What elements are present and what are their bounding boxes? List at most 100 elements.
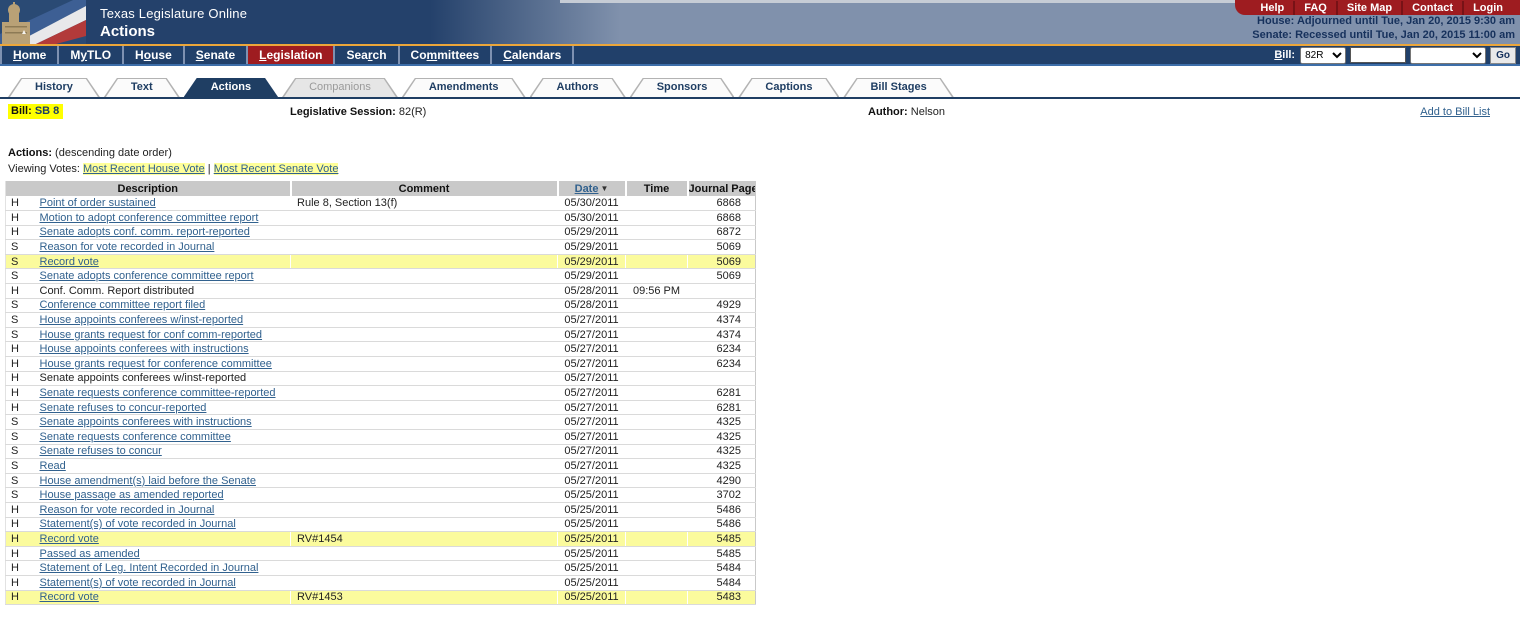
chamber-cell: H — [5, 546, 36, 562]
description-cell: Record vote — [35, 531, 291, 547]
description-cell: Senate requests conference committee — [35, 429, 291, 445]
time-cell — [625, 312, 688, 328]
journal-page-cell: 5069 — [687, 268, 756, 285]
action-description-link[interactable]: Senate refuses to concur-reported — [39, 401, 207, 414]
journal-page-cell: 6872 — [687, 225, 756, 241]
chamber-cell: H — [5, 371, 36, 387]
action-description-link[interactable]: House appoints conferees w/inst-reported — [39, 314, 244, 327]
action-description-link[interactable]: Motion to adopt conference committee rep… — [39, 211, 259, 224]
action-description-link[interactable]: House appoints conferees with instructio… — [39, 343, 249, 356]
column-header-time: Time — [624, 181, 688, 196]
tab-amendments[interactable]: Amendments — [402, 78, 526, 97]
action-description-link[interactable]: Record vote — [39, 591, 99, 604]
tab-authors[interactable]: Authors — [530, 78, 626, 97]
description-cell: Senate adopts conference committee repor… — [35, 268, 291, 285]
quicklink-login[interactable]: Login — [1462, 0, 1512, 15]
journal-page-cell: 6868 — [687, 196, 756, 212]
date-sort-link[interactable]: Date — [574, 182, 599, 195]
action-description-link[interactable]: Senate requests conference committee-rep… — [39, 387, 276, 400]
description-cell: Reason for vote recorded in Journal — [35, 239, 291, 255]
action-row: H House grants request for conference com… — [5, 356, 756, 372]
journal-page-cell: 4374 — [687, 312, 756, 328]
action-description-link[interactable]: Senate adopts conf. comm. report-reporte… — [39, 226, 250, 239]
time-cell — [625, 196, 688, 212]
action-description-link[interactable]: Conference committee report filed — [39, 299, 206, 312]
add-to-bill-list-link[interactable]: Add to Bill List — [1420, 106, 1490, 118]
time-cell — [625, 414, 688, 430]
tab-bill-stages[interactable]: Bill Stages — [843, 78, 953, 97]
tab-label: Sponsors — [656, 81, 708, 93]
tab-label: Amendments — [428, 81, 499, 93]
journal-page-cell: 5069 — [687, 254, 756, 270]
action-description-link[interactable]: House passage as amended reported — [39, 489, 224, 502]
comment-cell — [290, 560, 558, 576]
comment-cell: RV#1453 — [290, 590, 558, 606]
date-cell: 05/27/2011 — [557, 458, 626, 474]
description-cell: Read — [35, 458, 291, 474]
action-description-link[interactable]: Statement of Leg. Intent Recorded in Jou… — [39, 562, 259, 575]
nav-item-search[interactable]: Sea r ch — [335, 46, 400, 64]
tab-actions[interactable]: Actions — [184, 78, 278, 97]
action-description-link[interactable]: House amendment(s) laid before the Senat… — [39, 474, 256, 487]
bill-number-input[interactable] — [1350, 47, 1407, 63]
tab-label: Actions — [210, 81, 252, 93]
description-cell: Statement(s) of vote recorded in Journal — [35, 517, 291, 533]
column-header-date[interactable]: Date ▼ — [556, 181, 626, 196]
actions-table-header: Description Comment Date ▼ Time Journal Page — [5, 181, 756, 196]
tab-sponsors[interactable]: Sponsors — [630, 78, 735, 97]
action-description-link[interactable]: House grants request for conf comm-repor… — [39, 328, 263, 341]
chamber-cell: S — [5, 327, 36, 343]
action-description-link[interactable]: Senate adopts conference committee repor… — [39, 270, 254, 283]
journal-page-cell: 6281 — [687, 385, 756, 401]
description-cell: Statement(s) of vote recorded in Journal — [35, 575, 291, 591]
tab-history[interactable]: History — [8, 78, 100, 97]
action-description-link[interactable]: Point of order sustained — [39, 197, 156, 210]
action-description-link[interactable]: Read — [39, 459, 66, 472]
most-recent-house-vote-link[interactable]: Most Recent House Vote — [83, 163, 205, 175]
chamber-cell: S — [5, 268, 36, 285]
bill-type-select[interactable] — [1410, 46, 1487, 64]
date-cell: 05/25/2011 — [557, 487, 626, 503]
tab-captions[interactable]: Captions — [738, 78, 839, 97]
action-description-link[interactable]: Senate requests conference committee — [39, 430, 231, 443]
description-cell: Reason for vote recorded in Journal — [35, 502, 291, 518]
action-description-link[interactable]: Reason for vote recorded in Journal — [39, 503, 215, 516]
time-cell — [625, 458, 688, 474]
time-cell — [625, 531, 688, 547]
action-description-link[interactable]: Senate refuses to concur — [39, 445, 162, 458]
tab-label: Captions — [765, 81, 813, 93]
action-description-link[interactable]: Reason for vote recorded in Journal — [39, 241, 215, 254]
session-select[interactable]: 82R — [1300, 46, 1347, 64]
quicklink-faq[interactable]: FAQ — [1293, 0, 1336, 15]
quicklink-contact[interactable]: Contact — [1401, 0, 1462, 15]
nav-item-committees[interactable]: Co m mittees — [400, 46, 493, 64]
tlo-logo[interactable] — [0, 0, 86, 44]
action-description-link[interactable]: Record vote — [39, 255, 99, 268]
tab-text[interactable]: Text — [104, 78, 180, 97]
comment-cell — [290, 356, 558, 372]
description-cell: Motion to adopt conference committee rep… — [35, 210, 291, 226]
action-description-link[interactable]: Passed as amended — [39, 547, 140, 560]
action-description-link[interactable]: Statement(s) of vote recorded in Journal — [39, 518, 236, 531]
comment-cell — [290, 487, 558, 503]
description-cell: Senate requests conference committee-rep… — [35, 385, 291, 401]
date-cell: 05/25/2011 — [557, 502, 626, 518]
action-description-link[interactable]: House grants request for conference comm… — [39, 357, 272, 370]
action-description-link[interactable]: Senate appoints conferees with instructi… — [39, 416, 252, 429]
quicklink-site-map[interactable]: Site Map — [1335, 0, 1401, 15]
quicklink-help[interactable]: Help — [1260, 1, 1285, 14]
action-description-link[interactable]: Statement(s) of vote recorded in Journal — [39, 576, 236, 589]
action-description-link[interactable]: Record vote — [39, 532, 99, 545]
action-row: H Statement(s) of vote recorded in Journa… — [5, 575, 756, 591]
description-cell: Conference committee report filed — [35, 298, 291, 314]
tab-companions: Companions — [282, 78, 398, 97]
most-recent-senate-vote-link[interactable]: Most Recent Senate Vote — [213, 163, 339, 175]
gold-divider — [0, 44, 1520, 46]
go-button[interactable]: Go — [1490, 46, 1516, 64]
